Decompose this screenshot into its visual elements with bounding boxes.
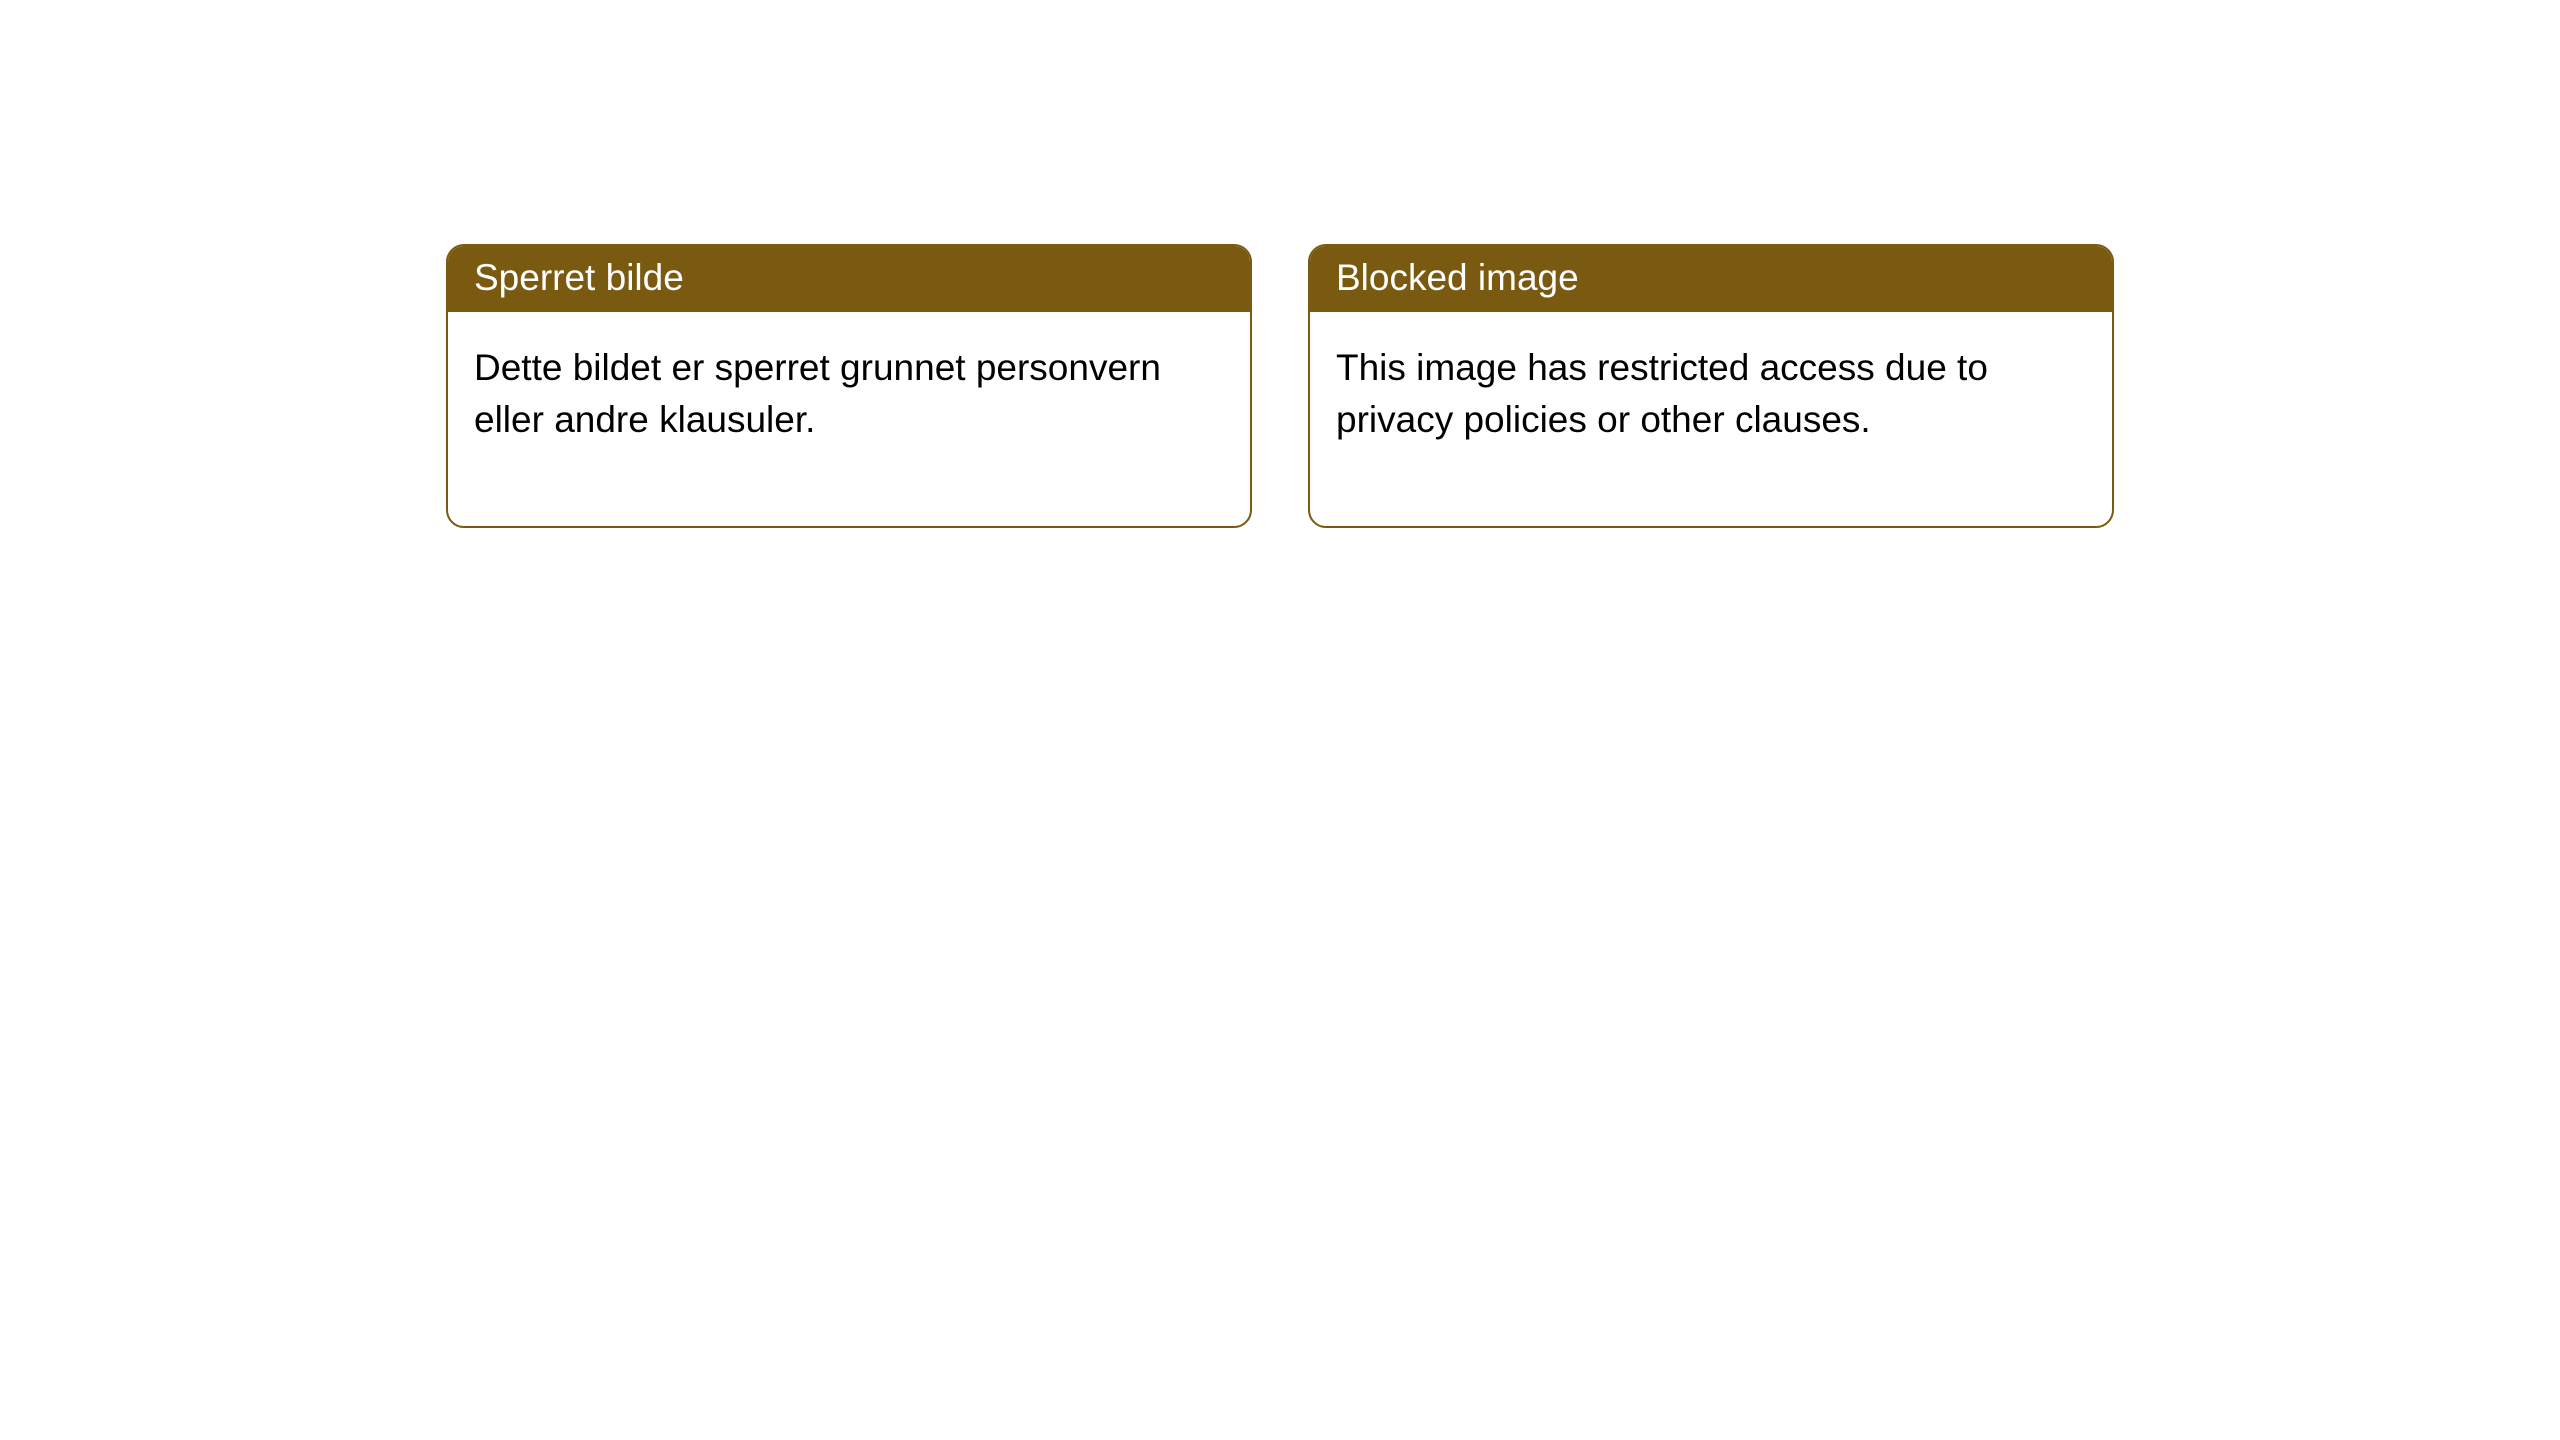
notice-body: This image has restricted access due to …	[1310, 312, 2112, 526]
notice-card-norwegian: Sperret bilde Dette bildet er sperret gr…	[446, 244, 1252, 528]
notice-container: Sperret bilde Dette bildet er sperret gr…	[0, 0, 2560, 528]
notice-body: Dette bildet er sperret grunnet personve…	[448, 312, 1250, 526]
notice-header: Sperret bilde	[448, 246, 1250, 312]
notice-header: Blocked image	[1310, 246, 2112, 312]
notice-card-english: Blocked image This image has restricted …	[1308, 244, 2114, 528]
